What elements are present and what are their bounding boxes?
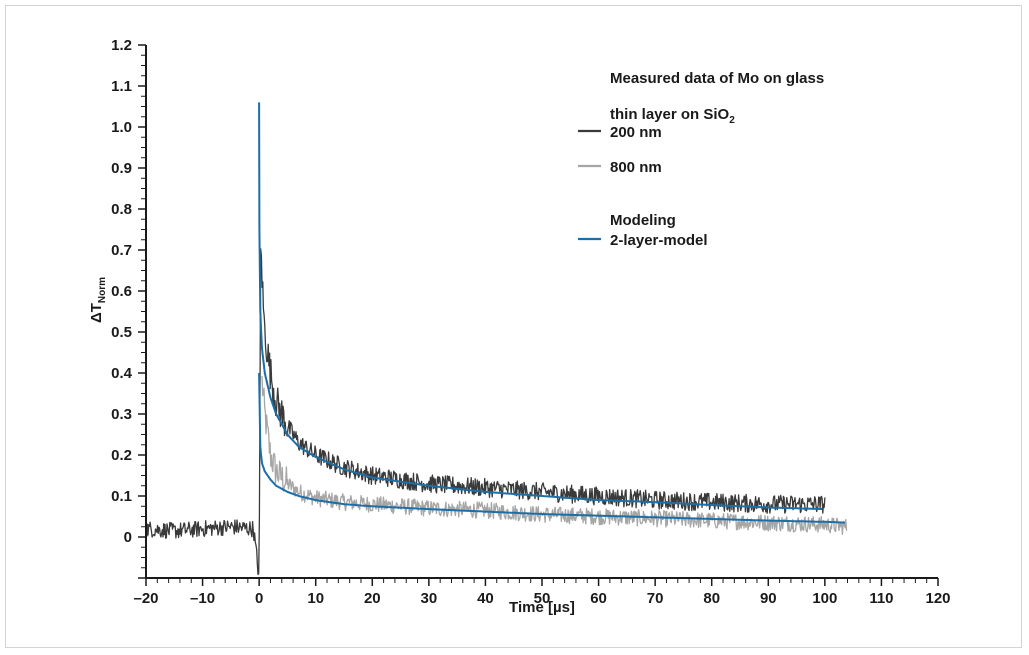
- x-tick-label: 60: [590, 590, 607, 607]
- x-axis-label: Time [µs]: [509, 599, 575, 616]
- y-tick-label: 0.8: [111, 201, 132, 218]
- legend-heading-thin-layer: thin layer on SiO2: [610, 106, 735, 126]
- x-tick-label: 40: [477, 590, 494, 607]
- x-tick-label: 70: [647, 590, 664, 607]
- y-axis-label-main: ΔT: [88, 303, 105, 323]
- series-line-800-nm: [261, 375, 848, 535]
- y-tick-label: 0.7: [111, 242, 132, 259]
- x-tick-label: 30: [421, 590, 438, 607]
- y-tick-label: 0.5: [111, 324, 132, 341]
- y-tick-label: 0.9: [111, 160, 132, 177]
- x-tick-label: 80: [703, 590, 720, 607]
- chart-frame: [5, 5, 1022, 648]
- y-tick-label: 0.2: [111, 447, 132, 464]
- y-tick-label: 0: [124, 529, 132, 546]
- y-tick-label: 1.2: [111, 37, 132, 54]
- y-tick-label: 0.4: [111, 365, 133, 382]
- x-tick-label: 110: [869, 590, 893, 607]
- legend-heading-measured: Measured data of Mo on glass: [610, 70, 824, 87]
- series-line-model-800nm: [258, 372, 845, 524]
- legend: Measured data of Mo on glass thin layer …: [578, 70, 824, 249]
- y-axis-label-sub: Norm: [97, 277, 108, 303]
- legend-heading-modeling: Modeling: [610, 212, 676, 229]
- plot-layer: [145, 102, 848, 576]
- x-tick-label: 120: [925, 590, 950, 607]
- x-tick-label: 50: [534, 590, 551, 607]
- y-tick-label: 0.6: [111, 283, 132, 300]
- series-line-200-nm: [145, 248, 826, 576]
- x-tick-label: –20: [133, 590, 158, 607]
- y-axis-label: ΔTNorm: [88, 277, 108, 323]
- x-tick-label: 90: [760, 590, 777, 607]
- y-tick-label: 0.1: [111, 488, 132, 505]
- y-tick-label: 1.0: [111, 119, 132, 136]
- axes-layer: –20 –10 0 10 20 30 40 50 60 70 80 90 100 110 120 0 0.1 0.…: [111, 37, 950, 607]
- x-tick-label: –10: [190, 590, 215, 607]
- series-line-2-layer-model: [258, 102, 823, 510]
- legend-label-200nm: 200 nm: [610, 124, 662, 141]
- x-tick-label: 100: [812, 590, 837, 607]
- x-tick-label: 10: [307, 590, 324, 607]
- legend-label-800nm: 800 nm: [610, 159, 662, 176]
- x-tick-label: 0: [255, 590, 263, 607]
- y-tick-label: 1.1: [111, 78, 132, 95]
- legend-heading-thin-layer-main: thin layer on SiO: [610, 106, 730, 123]
- legend-label-model: 2-layer-model: [610, 232, 708, 249]
- legend-heading-thin-layer-sub: 2: [729, 115, 735, 126]
- x-tick-label: 20: [364, 590, 381, 607]
- y-tick-label: 0.3: [111, 406, 132, 423]
